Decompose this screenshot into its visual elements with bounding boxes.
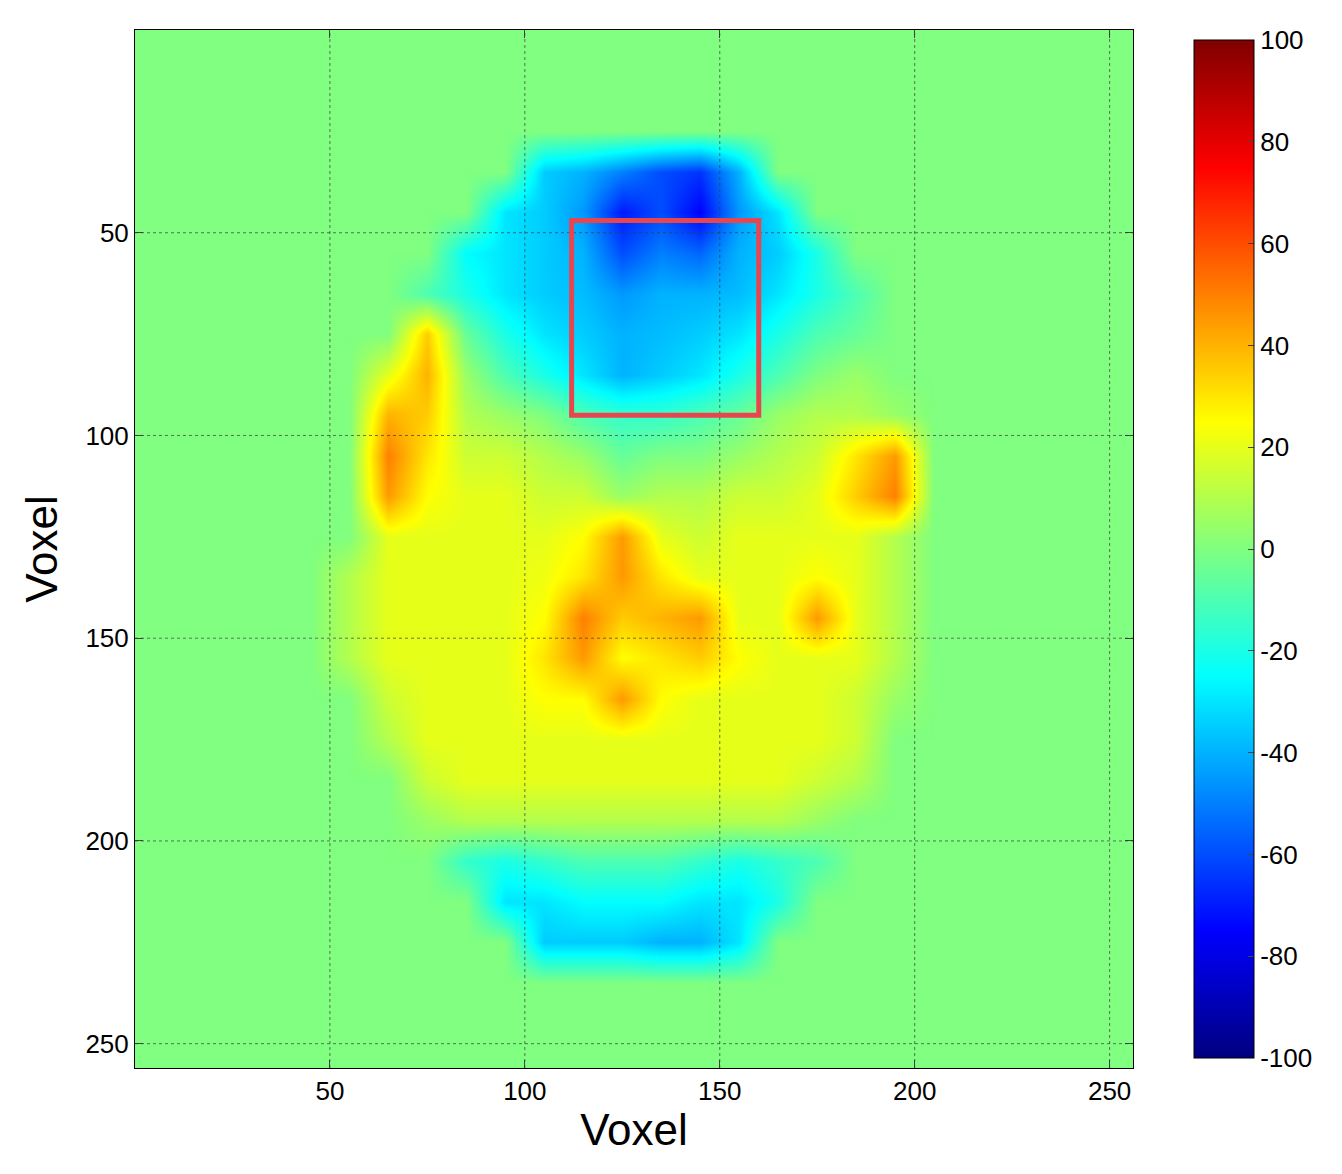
svg-text:150: 150 — [698, 1076, 741, 1106]
svg-text:Voxel: Voxel — [580, 1105, 688, 1154]
svg-text:-20: -20 — [1260, 636, 1298, 666]
svg-text:100: 100 — [1260, 25, 1303, 55]
svg-text:50: 50 — [315, 1076, 344, 1106]
svg-text:250: 250 — [1088, 1076, 1131, 1106]
svg-text:-60: -60 — [1260, 840, 1298, 870]
svg-text:250: 250 — [85, 1029, 128, 1059]
svg-text:20: 20 — [1260, 432, 1289, 462]
svg-text:-40: -40 — [1260, 738, 1298, 768]
svg-text:50: 50 — [100, 218, 129, 248]
svg-text:200: 200 — [893, 1076, 936, 1106]
svg-text:0: 0 — [1260, 534, 1274, 564]
svg-text:40: 40 — [1260, 331, 1289, 361]
svg-text:200: 200 — [85, 826, 128, 856]
svg-text:60: 60 — [1260, 229, 1289, 259]
svg-text:80: 80 — [1260, 127, 1289, 157]
svg-text:150: 150 — [85, 623, 128, 653]
svg-text:100: 100 — [503, 1076, 546, 1106]
svg-text:100: 100 — [85, 421, 128, 451]
svg-text:-80: -80 — [1260, 941, 1298, 971]
svg-text:-100: -100 — [1260, 1043, 1312, 1073]
svg-text:Voxel: Voxel — [17, 495, 66, 603]
